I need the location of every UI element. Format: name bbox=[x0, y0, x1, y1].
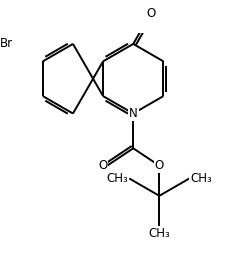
Text: Br: Br bbox=[0, 38, 13, 50]
Text: O: O bbox=[154, 159, 163, 172]
Text: O: O bbox=[145, 7, 155, 20]
Text: CH₃: CH₃ bbox=[148, 227, 169, 240]
Text: CH₃: CH₃ bbox=[106, 172, 128, 185]
Text: N: N bbox=[128, 107, 137, 120]
Text: CH₃: CH₃ bbox=[190, 172, 211, 185]
Text: O: O bbox=[97, 159, 107, 172]
